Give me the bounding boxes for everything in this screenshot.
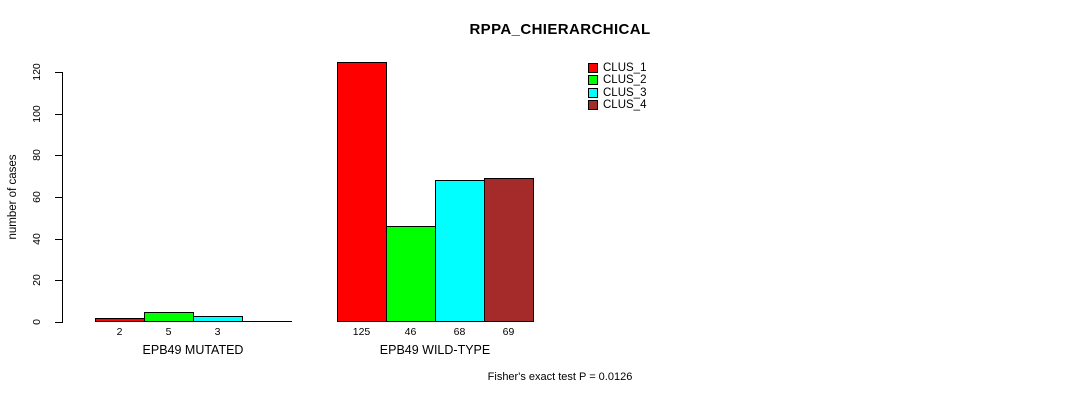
legend-item: CLUS_4 [588,99,646,111]
bar-clus_1 [337,62,387,322]
y-axis-tick-label: 40 [31,233,43,245]
y-axis-tick-label: 80 [31,149,43,161]
legend-item: CLUS_3 [588,87,646,99]
legend-swatch-icon [588,100,598,111]
bar-value-label: 46 [404,326,417,338]
y-axis-tick [55,280,62,282]
bar-clus_3 [193,316,243,322]
y-axis-tick-label: 60 [31,191,43,203]
bar-value-label: 68 [453,326,466,338]
y-axis-tick [55,155,62,157]
chart-title: RPPA_CHIERARCHICAL [469,21,651,38]
y-axis-tick-label: 20 [31,274,43,286]
bar-clus_2 [386,226,436,322]
y-axis-tick-label: 120 [31,63,43,81]
y-axis-tick-label: 0 [31,319,43,325]
legend-swatch-icon [588,75,598,86]
y-axis-tick [55,238,62,240]
legend-item: CLUS_1 [588,62,646,74]
bar-clus_4-zero [242,321,292,322]
y-axis-tick [55,113,62,115]
legend-label: CLUS_3 [603,86,647,99]
y-axis-tick [55,72,62,73]
legend-swatch-icon [588,63,598,74]
bar-value-label: 2 [116,326,123,338]
legend-label: CLUS_1 [603,62,647,75]
bar-clus_4 [484,178,534,322]
group-label: EPB49 WILD-TYPE [379,343,491,357]
group-label: EPB49 MUTATED [142,343,244,357]
legend-label: CLUS_4 [603,99,647,112]
legend-label: CLUS_2 [603,74,647,87]
bar-value-label: 3 [214,326,221,338]
bar-clus_1 [95,318,145,322]
fisher-test-annotation: Fisher's exact test P = 0.0126 [487,371,633,383]
bar-clus_2 [144,312,194,322]
y-axis-tick-label: 100 [31,105,43,123]
y-axis-tick [55,197,62,198]
bar-clus_3 [435,180,485,322]
y-axis-label: number of cases [7,154,19,240]
y-axis-tick [55,322,62,323]
bar-value-label: 125 [352,326,371,338]
bar-value-label: 69 [502,326,515,338]
legend-item: CLUS_2 [588,74,646,86]
bar-value-label: 5 [165,326,172,338]
y-axis-line [62,72,63,323]
legend-swatch-icon [588,87,598,98]
legend: CLUS_1 CLUS_2 CLUS_3 CLUS_4 [588,62,646,111]
